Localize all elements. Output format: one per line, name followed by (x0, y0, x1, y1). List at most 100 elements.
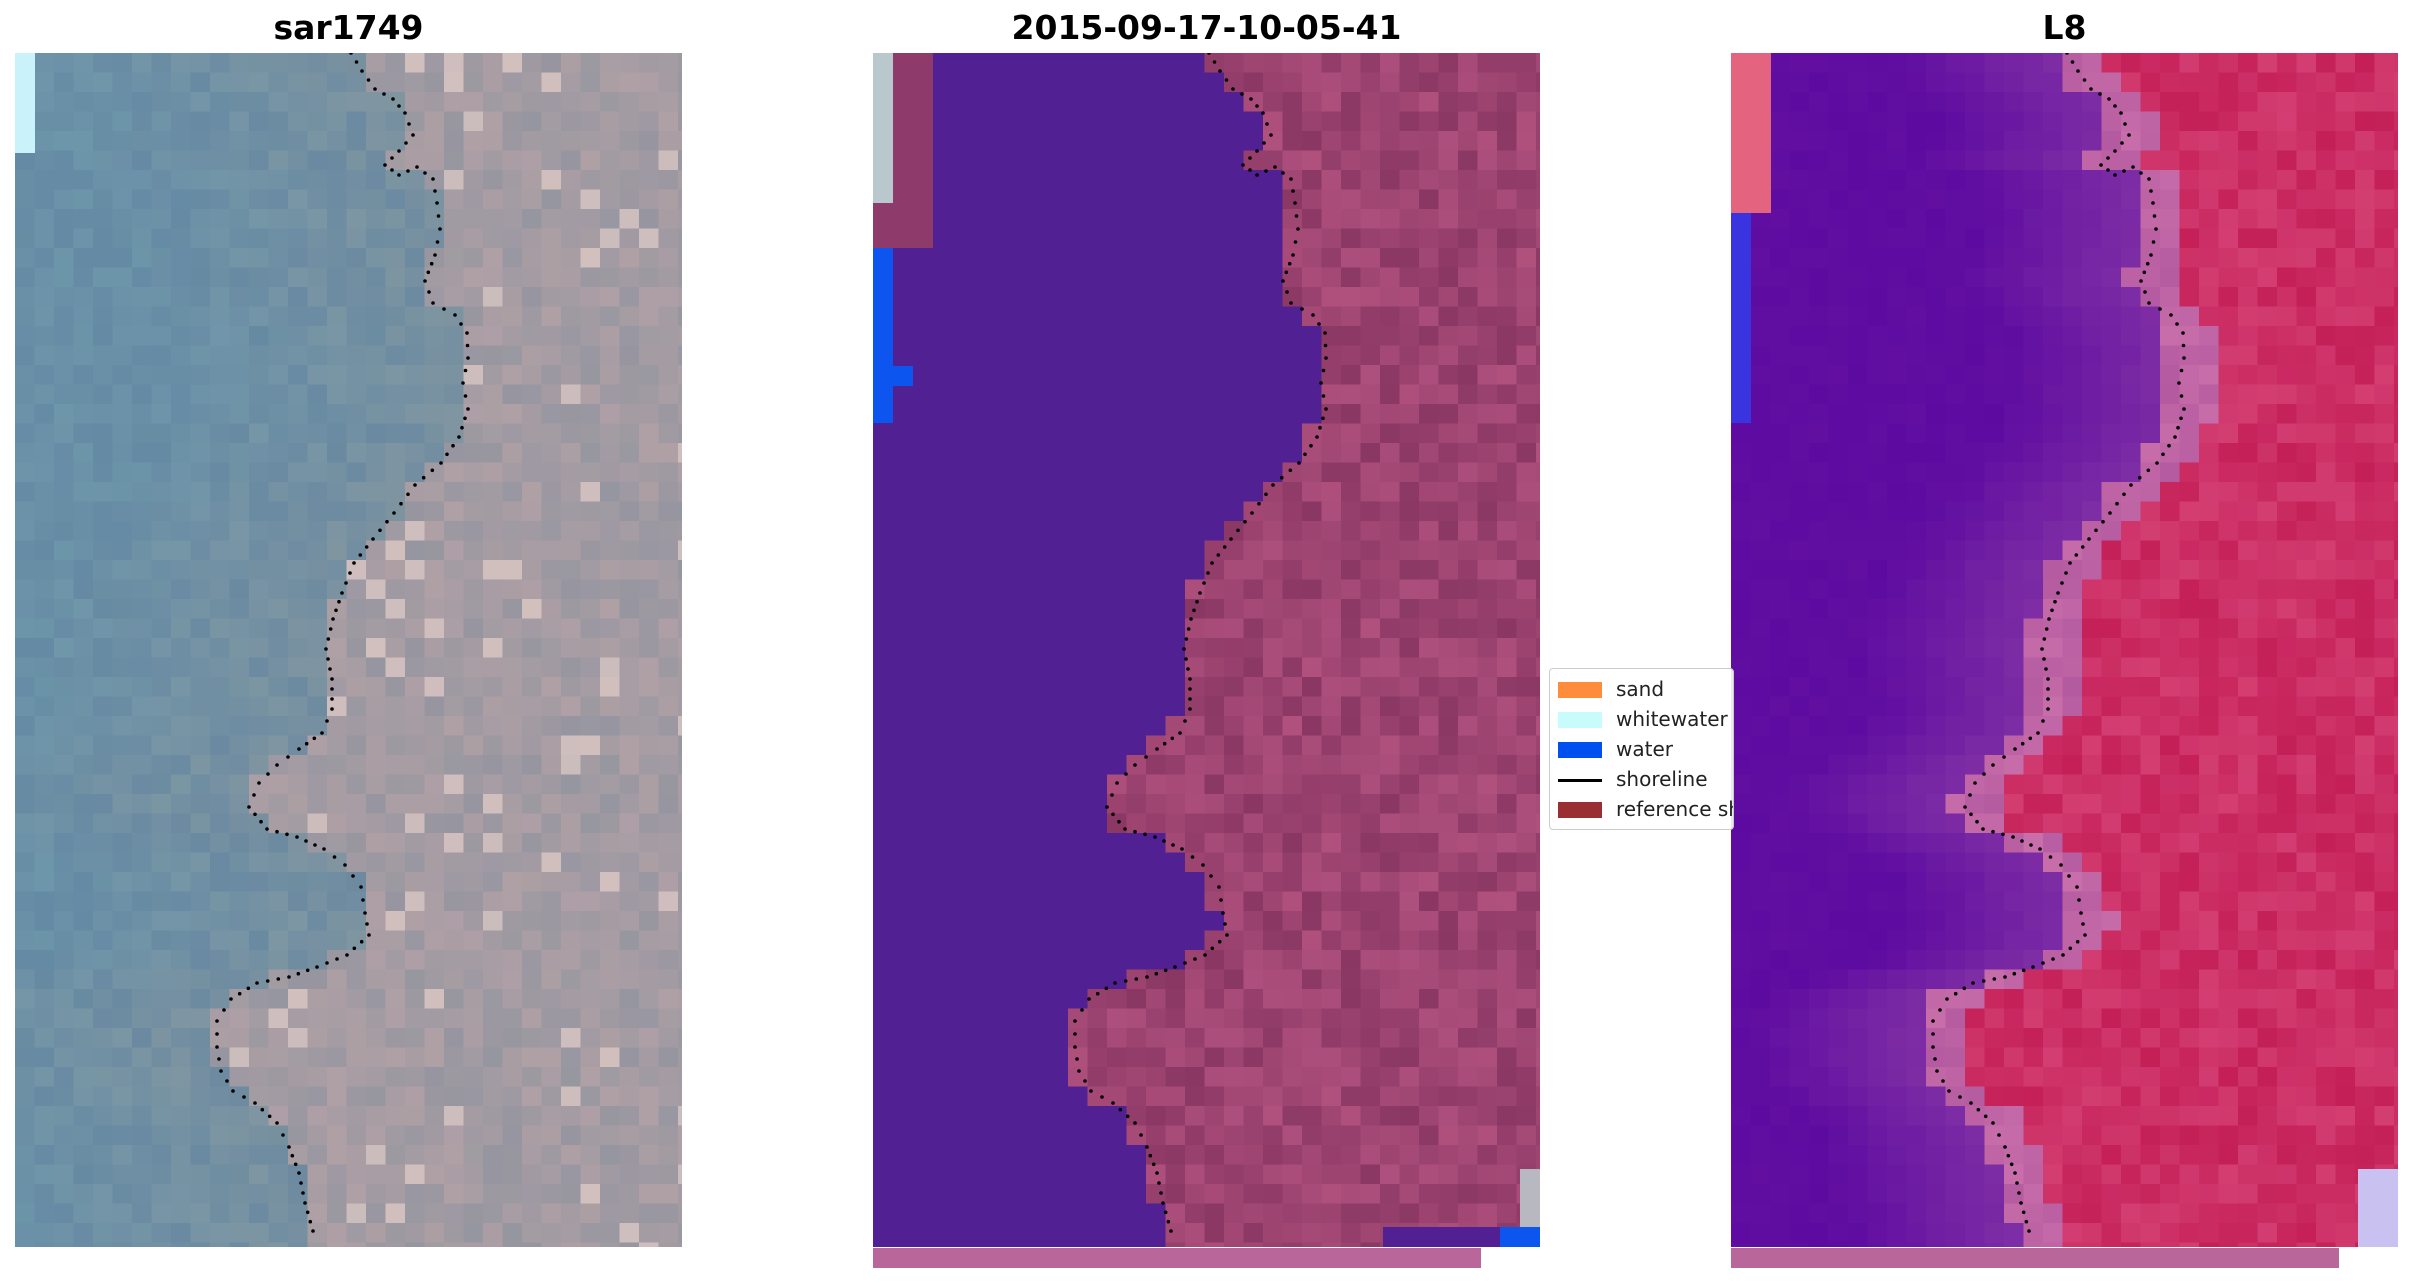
class-pixel (1146, 345, 1166, 366)
class-pixel (1497, 404, 1517, 424)
class-pixel (1380, 1145, 1400, 1165)
pixel (424, 131, 445, 151)
class-pixel (1302, 1106, 1322, 1126)
pixel (619, 92, 640, 112)
class-pixel (1029, 1028, 1049, 1048)
l8-pixel (1906, 111, 1927, 132)
l8-pixel (2082, 228, 2102, 249)
class-pixel (1341, 326, 1361, 346)
pixel (73, 950, 94, 970)
class-pixel (1360, 891, 1381, 912)
l8-pixel (2121, 92, 2141, 112)
pixel (307, 989, 328, 1009)
pixel (288, 462, 308, 483)
pixel (366, 1184, 386, 1204)
pixel (678, 1223, 682, 1243)
class-pixel (1165, 599, 1186, 619)
class-pixel (1126, 501, 1147, 522)
class-pixel (1380, 813, 1400, 834)
pixel (190, 482, 211, 502)
l8-pixel (1887, 92, 1907, 112)
l8-pixel (2335, 131, 2356, 151)
class-pixel (951, 1223, 971, 1243)
pixel (229, 72, 250, 93)
class-pixel (1458, 950, 1478, 970)
pixel (151, 1008, 172, 1029)
shoreline-dot (260, 1107, 265, 1112)
pixel (249, 189, 269, 210)
whitewater-bottom (1520, 1169, 1540, 1227)
class-pixel (1204, 384, 1225, 405)
pixel (327, 891, 347, 912)
pixel (112, 560, 133, 580)
shoreline-dot (411, 133, 415, 137)
shoreline-dot (352, 561, 356, 565)
l8-pixel (2160, 131, 2180, 151)
class-pixel (1048, 989, 1069, 1009)
pixel (600, 267, 620, 288)
l8-pixel (2355, 209, 2375, 229)
class-pixel (1263, 1145, 1283, 1165)
class-pixel (1458, 677, 1478, 697)
l8-pixel (2218, 170, 2239, 190)
class-pixel (1497, 1164, 1517, 1185)
pixel (405, 774, 425, 795)
class-pixel (1204, 755, 1225, 775)
class-pixel (1087, 189, 1108, 210)
class-pixel (1458, 150, 1478, 171)
shoreline-dot (1184, 637, 1189, 641)
pixel (132, 443, 152, 463)
class-pixel (1302, 482, 1322, 502)
pixel (132, 696, 152, 717)
class-pixel (970, 638, 991, 658)
pixel (366, 1028, 386, 1048)
class-pixel (1341, 930, 1361, 951)
class-pixel (912, 560, 932, 580)
class-pixel (912, 540, 932, 561)
pixel (385, 267, 406, 288)
class-pixel (873, 1242, 893, 1247)
class-pixel (1438, 1106, 1459, 1126)
l8-pixel (2082, 92, 2102, 112)
pixel (229, 228, 250, 249)
pixel (580, 248, 601, 268)
class-pixel (951, 423, 971, 444)
class-pixel (1048, 228, 1069, 249)
class-pixel (1516, 618, 1537, 639)
pixel (366, 560, 386, 580)
pixel (15, 365, 35, 385)
class-pixel (931, 872, 952, 892)
pixel (580, 1106, 601, 1126)
pixel (580, 384, 601, 405)
class-pixel (1380, 501, 1400, 522)
shoreline-dot (392, 511, 396, 515)
pixel (561, 462, 581, 483)
pixel (580, 1047, 601, 1068)
shoreline-dot (1229, 537, 1233, 541)
pixel (327, 150, 347, 171)
pixel (93, 696, 113, 717)
class-pixel (1263, 1242, 1283, 1247)
pixel (249, 755, 269, 775)
class-pixel (1341, 267, 1361, 288)
pixel (307, 443, 328, 463)
class-pixel (970, 813, 991, 834)
pixel (639, 228, 659, 249)
pixel (639, 1008, 659, 1029)
pixel (619, 150, 640, 171)
pixel (190, 501, 211, 522)
class-pixel (931, 852, 952, 873)
class-pixel (1243, 540, 1264, 561)
pixel (268, 872, 289, 892)
l8-pixel (2121, 209, 2141, 229)
pixel (658, 170, 679, 190)
pixel (54, 1086, 74, 1107)
class-pixel (1165, 248, 1186, 268)
l8-pixel (1984, 228, 2005, 249)
pixel (522, 794, 542, 814)
l8-pixel (1926, 170, 1946, 190)
shoreline-dot (290, 1153, 295, 1158)
pixel (15, 911, 35, 931)
l8-pixel (2179, 131, 2200, 151)
class-pixel (1321, 1242, 1342, 1247)
